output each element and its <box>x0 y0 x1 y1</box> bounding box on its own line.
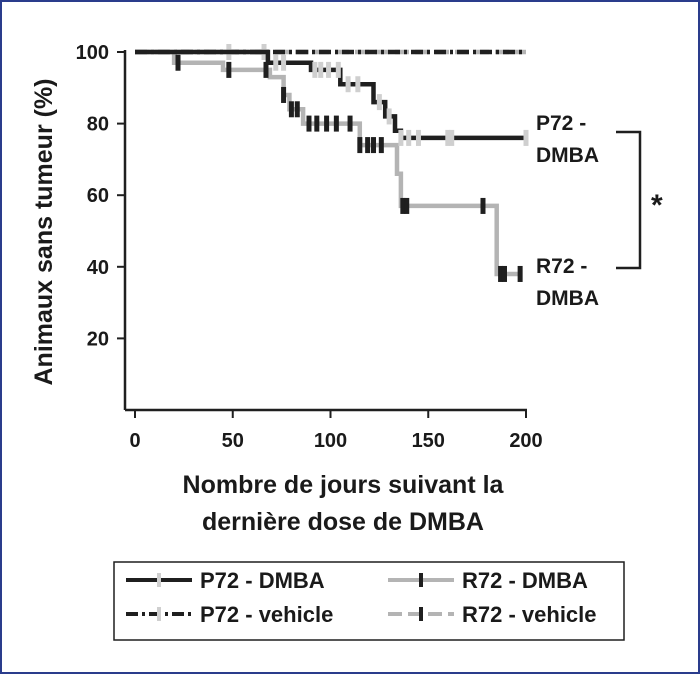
censor-mark <box>326 61 332 78</box>
x-tick-label: 200 <box>509 430 542 452</box>
axes: 0 50 100 150 200 20 40 60 80 100 <box>76 42 543 452</box>
legend-censor-mark <box>419 573 423 587</box>
x-tick-label: 50 <box>222 430 244 452</box>
censor-mark <box>398 129 404 146</box>
annotation-r72-line2: DMBA <box>536 287 599 310</box>
y-tick-label: 80 <box>87 114 109 136</box>
legend-entry: P72 - vehicle <box>126 602 333 627</box>
censor-mark <box>273 54 279 71</box>
censor-mark <box>449 129 455 146</box>
censor-mark <box>288 101 294 118</box>
x-axis-label-line1: Nombre de jours suivant la <box>183 471 505 499</box>
legend-label: R72 - DMBA <box>462 568 588 593</box>
censor-mark <box>324 115 330 132</box>
censor-mark <box>480 197 486 214</box>
series-r72-dmba <box>135 49 523 282</box>
censor-mark <box>501 265 507 282</box>
legend-censor-mark <box>157 573 161 587</box>
censor-mark <box>400 197 406 214</box>
censor-mark <box>517 265 523 282</box>
legend-label: R72 - vehicle <box>462 602 597 627</box>
series-p72-dmba <box>135 49 529 146</box>
x-axis-label-line2: dernière dose de DMBA <box>202 508 484 536</box>
censor-mark <box>312 61 318 78</box>
y-tick-label: 20 <box>87 328 109 350</box>
y-axis-label: Animaux sans tumeur (%) <box>30 78 58 385</box>
censor-mark <box>345 76 351 93</box>
censor-mark <box>281 86 287 103</box>
censor-mark <box>357 137 363 154</box>
censor-mark <box>404 197 410 214</box>
legend: P72 - DMBA R72 - DMBA P72 - vehicle R72 - v… <box>126 568 597 627</box>
censor-mark <box>445 129 451 146</box>
censor-mark <box>378 137 384 154</box>
legend-label: P72 - DMBA <box>200 568 325 593</box>
legend-entry: P72 - DMBA <box>126 568 325 593</box>
significance-bracket <box>616 130 642 270</box>
censor-mark <box>175 54 181 71</box>
censor-mark <box>335 61 341 78</box>
series-layer <box>135 44 529 282</box>
censor-mark <box>406 129 412 146</box>
y-tick-label: 40 <box>87 257 109 279</box>
legend-entry: R72 - DMBA <box>388 568 588 593</box>
censor-mark <box>371 137 377 154</box>
legend-label: P72 - vehicle <box>200 602 333 627</box>
legend-box <box>113 561 625 641</box>
censor-mark <box>386 108 392 125</box>
censor-mark <box>333 115 339 132</box>
censor-mark <box>263 61 269 78</box>
censor-mark <box>294 101 300 118</box>
x-tick-label: 150 <box>412 430 445 452</box>
annotation-r72-line1: R72 - <box>536 255 587 278</box>
legend-censor-mark <box>419 607 423 621</box>
censor-mark <box>498 265 504 282</box>
censor-mark <box>318 61 324 78</box>
annotation-p72-line1: P72 - <box>536 112 586 135</box>
legend-censor-mark <box>157 607 161 621</box>
series-line <box>135 49 523 277</box>
censor-mark <box>523 129 529 146</box>
x-tick-label: 100 <box>314 430 347 452</box>
censor-mark <box>376 94 382 111</box>
censor-mark <box>314 115 320 132</box>
annotation-p72-line2: DMBA <box>536 144 599 167</box>
censor-mark <box>306 115 312 132</box>
y-tick-label: 60 <box>87 185 109 207</box>
y-tick-label: 100 <box>76 42 109 64</box>
x-tick-label: 0 <box>129 430 140 452</box>
censor-mark <box>226 61 232 78</box>
significance-star: * <box>651 189 663 222</box>
censor-mark <box>415 129 421 146</box>
censor-mark <box>347 115 353 132</box>
series-line <box>135 49 526 141</box>
censor-mark <box>281 54 287 71</box>
legend-entry: R72 - vehicle <box>388 602 597 627</box>
censor-mark <box>365 137 371 154</box>
censor-mark <box>355 76 361 93</box>
